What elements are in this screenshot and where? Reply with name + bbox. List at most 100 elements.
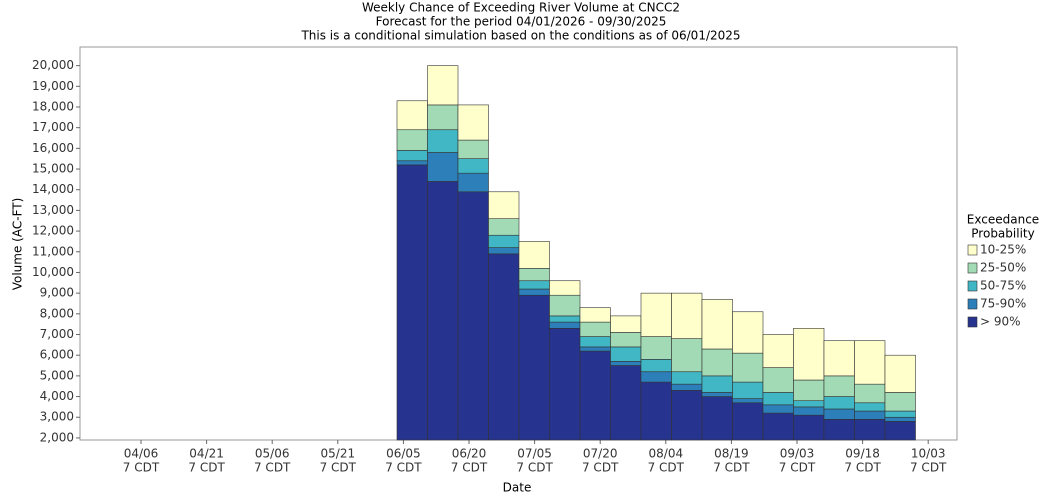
x-tick-label: 06/20 bbox=[452, 447, 487, 461]
bar-segment bbox=[549, 315, 581, 323]
y-tick-label: 9,000 bbox=[40, 286, 74, 300]
bar-segment bbox=[427, 65, 459, 106]
bar-segment bbox=[579, 321, 611, 337]
bar-segment bbox=[793, 406, 825, 416]
bar-segment bbox=[427, 181, 459, 441]
bar-segment bbox=[762, 404, 794, 414]
x-tick-label: 09/18 bbox=[845, 447, 880, 461]
bar-segment bbox=[732, 402, 764, 441]
x-tick-label: 7 CDT bbox=[254, 461, 291, 475]
bar-segment bbox=[701, 375, 733, 393]
bar-segment bbox=[762, 392, 794, 406]
bar-segment bbox=[640, 292, 672, 337]
bar-segment bbox=[396, 164, 428, 441]
y-tick-label: 3,000 bbox=[40, 410, 74, 424]
y-tick-label: 14,000 bbox=[32, 182, 74, 196]
bar-segment bbox=[610, 365, 642, 441]
legend-title: Probability bbox=[971, 227, 1034, 241]
bar-segment bbox=[488, 247, 520, 255]
bar-segment bbox=[549, 328, 581, 441]
y-tick-label: 19,000 bbox=[32, 79, 74, 93]
bar-segment bbox=[396, 100, 428, 131]
bar-segment bbox=[671, 383, 703, 391]
bar-segment bbox=[762, 367, 794, 393]
bar-segment bbox=[427, 104, 459, 131]
bar-segment bbox=[732, 381, 764, 399]
x-tick-label: 07/05 bbox=[517, 447, 552, 461]
bar-segment bbox=[793, 379, 825, 401]
bar-segment bbox=[793, 414, 825, 441]
bar-segment bbox=[518, 294, 550, 441]
legend-swatch bbox=[967, 262, 978, 274]
y-axis-label: Volume (AC-FT) bbox=[11, 198, 25, 291]
bar-segment bbox=[518, 288, 550, 296]
bar-segment bbox=[457, 158, 489, 174]
y-tick-label: 12,000 bbox=[32, 224, 74, 238]
y-tick-label: 17,000 bbox=[32, 120, 74, 134]
bar-segment bbox=[457, 191, 489, 441]
bar-segment bbox=[793, 400, 825, 408]
bar-segment bbox=[884, 392, 916, 412]
x-tick-label: 10/03 bbox=[911, 447, 946, 461]
x-tick-label: 7 CDT bbox=[582, 461, 619, 475]
x-tick-label: 05/21 bbox=[321, 447, 356, 461]
y-tick-label: 6,000 bbox=[40, 348, 74, 362]
bar-segment bbox=[884, 410, 916, 418]
bar-segment bbox=[488, 234, 520, 248]
legend-swatch bbox=[967, 280, 978, 292]
bar-segment bbox=[640, 371, 672, 383]
bar-segment bbox=[732, 398, 764, 404]
y-tick-label: 7,000 bbox=[40, 327, 74, 341]
x-tick-label: 7 CDT bbox=[648, 461, 685, 475]
legend-label: 50-75% bbox=[980, 279, 1026, 293]
bar-segment bbox=[854, 402, 886, 412]
bar-segment bbox=[823, 419, 855, 441]
bar-segment bbox=[701, 299, 733, 350]
bar-segment bbox=[457, 139, 489, 159]
legend-swatch bbox=[967, 244, 978, 256]
x-tick-label: 08/04 bbox=[649, 447, 684, 461]
bar-segment bbox=[610, 346, 642, 362]
bar-segment bbox=[518, 241, 550, 269]
y-tick-label: 2,000 bbox=[40, 430, 74, 444]
bar-segment bbox=[457, 172, 489, 193]
x-axis-label: Date bbox=[503, 481, 532, 495]
legend-swatch bbox=[967, 316, 978, 328]
x-tick-label: 7 CDT bbox=[910, 461, 947, 475]
bar-segment bbox=[610, 361, 642, 366]
bar-segment bbox=[884, 354, 916, 393]
legend-label: 75-90% bbox=[980, 297, 1026, 311]
x-tick-label: 07/20 bbox=[583, 447, 618, 461]
bar-segment bbox=[854, 419, 886, 441]
x-tick-label: 7 CDT bbox=[451, 461, 488, 475]
bar-segment bbox=[671, 338, 703, 373]
bar-segment bbox=[732, 352, 764, 383]
bar-segment bbox=[610, 315, 642, 333]
bar-segment bbox=[579, 350, 611, 441]
bar-segment bbox=[488, 218, 520, 236]
x-tick-label: 7 CDT bbox=[188, 461, 225, 475]
bar-segment bbox=[823, 340, 855, 377]
y-tick-label: 18,000 bbox=[32, 99, 74, 113]
x-tick-label: 09/03 bbox=[780, 447, 815, 461]
bar-segment bbox=[396, 129, 428, 151]
bar-segment bbox=[518, 268, 550, 282]
bar-segment bbox=[701, 348, 733, 377]
x-tick-label: 7 CDT bbox=[123, 461, 160, 475]
y-tick-label: 10,000 bbox=[32, 265, 74, 279]
y-tick-label: 13,000 bbox=[32, 203, 74, 217]
bar-segment bbox=[640, 336, 672, 360]
bar-segment bbox=[579, 346, 611, 352]
bar-segment bbox=[671, 371, 703, 385]
y-tick-label: 4,000 bbox=[40, 389, 74, 403]
x-tick-label: 7 CDT bbox=[844, 461, 881, 475]
bar-segment bbox=[701, 392, 733, 397]
bar-segment bbox=[488, 191, 520, 219]
bar-segment bbox=[396, 150, 428, 162]
x-tick-label: 7 CDT bbox=[320, 461, 357, 475]
legend-label: 10-25% bbox=[980, 243, 1026, 257]
y-tick-label: 8,000 bbox=[40, 306, 74, 320]
legend-title: Exceedance bbox=[967, 213, 1039, 227]
bar-segment bbox=[884, 416, 916, 422]
x-tick-label: 7 CDT bbox=[516, 461, 553, 475]
